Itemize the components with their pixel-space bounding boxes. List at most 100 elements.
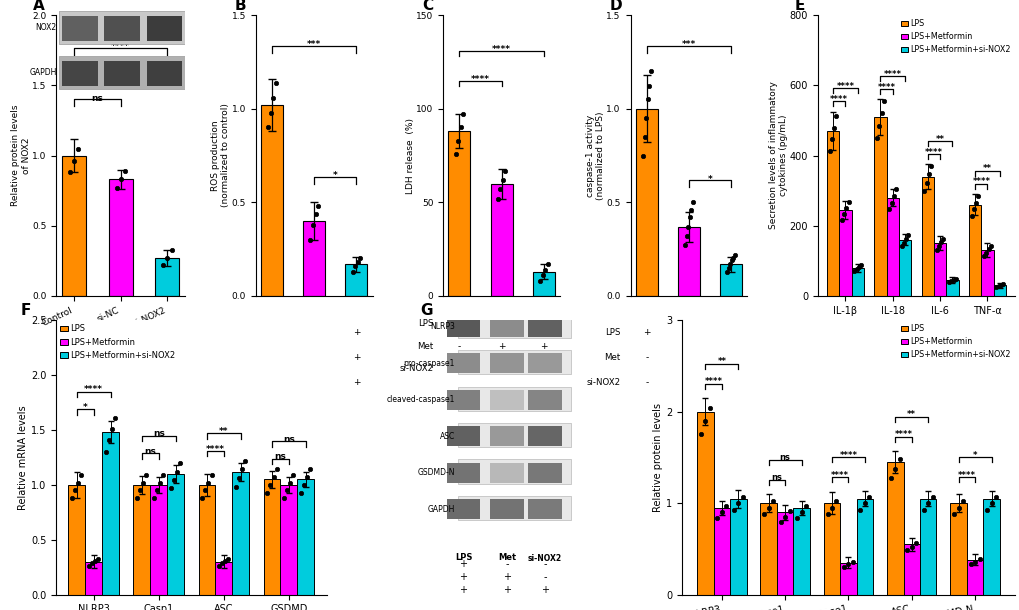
Bar (280, 485, 298, 595)
Bar (528, 426, 561, 446)
Text: C: C (422, 0, 433, 13)
Point (152, 478, 168, 487)
Text: +: + (310, 353, 318, 362)
Point (279, 486, 296, 495)
Text: +: + (310, 328, 318, 337)
Point (310, 201, 326, 211)
Point (760, 503, 776, 512)
Text: GSDMD-N: GSDMD-N (417, 468, 454, 477)
Text: ****: **** (894, 431, 912, 439)
Point (489, 194, 505, 204)
Point (262, 107, 278, 117)
Point (539, 259, 555, 269)
Legend: LPS, LPS+Metformin, LPS+Metformin+si-NOX2: LPS, LPS+Metformin, LPS+Metformin+si-NOX… (900, 325, 1010, 359)
Point (112, 174, 128, 184)
Text: +: + (539, 364, 547, 373)
Point (860, 492, 876, 501)
Text: +: + (353, 328, 360, 337)
Point (713, 508, 730, 517)
Bar (839, 210, 851, 296)
Text: NLRP3: NLRP3 (429, 322, 454, 331)
Bar (133, 485, 150, 595)
Point (637, 113, 653, 123)
Bar (86, 562, 102, 595)
Point (452, 123, 469, 132)
Bar (458, 459, 571, 484)
Point (874, 96, 891, 106)
Text: GAPDH: GAPDH (427, 504, 454, 514)
Point (943, 276, 959, 285)
Bar (458, 423, 571, 447)
Point (344, 267, 361, 276)
Point (159, 253, 175, 263)
Point (856, 498, 872, 508)
Bar (966, 560, 982, 595)
Text: *: * (332, 171, 337, 180)
Point (989, 281, 1006, 291)
Bar (793, 508, 809, 595)
Point (934, 234, 951, 243)
Point (66, 156, 83, 166)
Point (986, 492, 1003, 501)
Bar (528, 390, 561, 410)
Point (717, 501, 734, 511)
Point (940, 277, 956, 287)
Point (194, 493, 210, 503)
Bar (215, 562, 232, 595)
Point (62, 168, 78, 178)
Bar (446, 499, 480, 519)
Text: ****: **** (111, 42, 130, 51)
Point (220, 554, 236, 564)
Point (531, 276, 547, 285)
Text: +: + (502, 586, 511, 595)
Text: ns: ns (145, 447, 156, 456)
Point (836, 209, 852, 219)
Point (721, 259, 738, 269)
Point (840, 559, 856, 569)
Point (81, 561, 97, 570)
Y-axis label: ROS production
(normalized to control): ROS production (normalized to control) (211, 104, 230, 207)
Point (139, 470, 155, 480)
Text: ****: **** (85, 386, 103, 394)
Point (725, 505, 741, 515)
Text: +: + (455, 320, 463, 328)
Point (880, 204, 897, 214)
Point (494, 175, 511, 185)
Bar (635, 109, 657, 296)
Point (965, 204, 981, 214)
Text: ****: **** (971, 178, 989, 186)
Text: ***: *** (307, 40, 321, 49)
Point (692, 429, 708, 439)
Text: +: + (642, 328, 650, 337)
Point (454, 110, 471, 120)
Point (897, 234, 913, 243)
Point (977, 248, 994, 257)
Point (835, 562, 851, 572)
Bar (458, 387, 571, 411)
Point (895, 238, 911, 248)
Point (793, 508, 809, 517)
Text: ns: ns (153, 429, 165, 438)
Text: ****: **** (206, 445, 225, 454)
Point (228, 482, 245, 492)
Text: **: ** (716, 357, 726, 366)
Bar (345, 264, 367, 296)
Point (963, 210, 979, 220)
Point (881, 473, 898, 483)
Point (98, 447, 114, 457)
Point (639, 95, 655, 104)
Point (296, 480, 312, 490)
Point (155, 260, 171, 270)
Bar (968, 204, 980, 296)
Point (260, 123, 276, 132)
Text: -: - (458, 342, 461, 351)
Text: cleaved-caspase1: cleaved-caspase1 (386, 395, 454, 404)
Point (497, 166, 514, 176)
Bar (528, 463, 561, 483)
Point (771, 517, 788, 527)
Bar (840, 562, 856, 595)
Bar (448, 131, 470, 296)
Text: +: + (497, 320, 504, 328)
Bar (446, 353, 480, 373)
Point (923, 492, 940, 501)
